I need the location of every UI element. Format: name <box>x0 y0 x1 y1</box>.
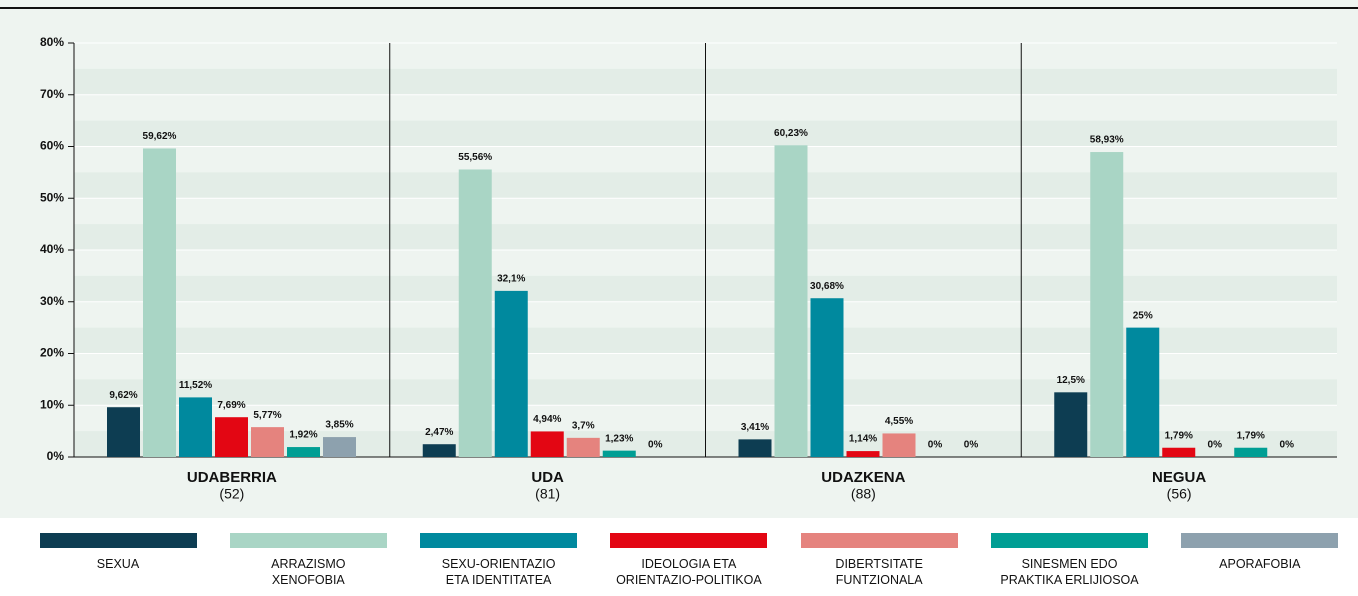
bar <box>323 437 356 457</box>
value-label: 4,55% <box>885 416 913 427</box>
value-label: 0% <box>964 440 979 451</box>
bar <box>882 433 916 457</box>
chart: 0% 10% 20% 30% 40% 50% 60% 70% 80% UDABERRIA(52) U… <box>0 0 1358 518</box>
legend-item: APORAFOBIA <box>1175 533 1345 572</box>
bar <box>530 431 564 457</box>
bar <box>422 444 456 457</box>
legend-label: DIBERTSITATE FUNTZIONALA <box>835 557 923 587</box>
value-label: 55,56% <box>458 152 492 163</box>
bar <box>143 148 176 458</box>
y-tick-label: 80% <box>40 35 64 49</box>
value-label: 1,92% <box>289 430 317 441</box>
legend-swatch <box>800 533 958 548</box>
x-tick-label: NEGUA <box>1152 469 1206 486</box>
value-label: 30,68% <box>810 281 844 292</box>
bar <box>602 450 636 457</box>
legend-swatch <box>39 533 197 548</box>
top-rule <box>0 7 1358 9</box>
y-tick-label: 10% <box>40 397 64 411</box>
bar <box>738 439 772 457</box>
bar <box>1090 152 1124 458</box>
bar <box>774 145 808 457</box>
legend-label: IDEOLOGIA ETA ORIENTAZIO-POLITIKOA <box>616 557 762 587</box>
bar <box>1162 447 1196 457</box>
bar <box>1234 447 1268 457</box>
legend: SEXUA ARRAZISMO XENOFOBIA SEXU-ORIENTAZIO … <box>0 533 1358 596</box>
category-count: (81) <box>535 486 560 502</box>
y-tick-label: 70% <box>40 87 64 101</box>
category-count: (52) <box>219 486 244 502</box>
legend-swatch <box>229 533 387 548</box>
bar <box>566 437 600 457</box>
category-count: (88) <box>851 486 876 502</box>
bar <box>846 451 880 457</box>
value-label: 25% <box>1133 310 1153 321</box>
legend-swatch <box>991 533 1148 548</box>
x-tick-label: UDABERRIA <box>187 469 277 486</box>
value-label: 12,5% <box>1057 375 1085 386</box>
value-label: 0% <box>1280 440 1295 451</box>
value-label: 1,23% <box>605 433 633 444</box>
y-tick-label: 30% <box>40 294 64 308</box>
category-count: (56) <box>1167 486 1192 502</box>
value-label: 2,47% <box>425 427 453 438</box>
bar <box>179 397 212 457</box>
y-tick-label: 60% <box>40 139 64 153</box>
value-label: 0% <box>648 440 663 451</box>
y-tick-label: 20% <box>40 346 64 360</box>
bar <box>107 407 140 457</box>
bar <box>1054 392 1088 457</box>
value-label: 1,79% <box>1165 430 1193 441</box>
legend-label: ARRAZISMO XENOFOBIA <box>271 557 346 587</box>
value-label: 1,79% <box>1237 430 1265 441</box>
bar <box>810 298 844 457</box>
value-label: 11,52% <box>179 380 212 391</box>
legend-swatch <box>610 533 768 548</box>
bar <box>287 447 320 457</box>
value-label: 3,41% <box>741 422 769 433</box>
value-label: 0% <box>1208 440 1223 451</box>
bar <box>494 290 528 457</box>
value-label: 1,14% <box>849 434 877 445</box>
value-label: 3,85% <box>325 420 353 431</box>
legend-swatch <box>420 533 578 548</box>
y-tick-label: 0% <box>47 449 65 463</box>
bar <box>1126 327 1160 457</box>
x-tick-label: UDA <box>531 469 564 486</box>
value-label: 7,69% <box>217 400 245 411</box>
legend-label: APORAFOBIA <box>1219 557 1301 571</box>
legend-swatch <box>1181 533 1339 548</box>
value-label: 4,94% <box>533 414 561 425</box>
legend-label: SEXUA <box>96 557 140 571</box>
legend-item: SEXU-ORIENTAZIO ETA IDENTITATEA <box>414 533 584 588</box>
value-label: 3,7% <box>572 420 595 431</box>
y-tick-label: 50% <box>40 190 64 204</box>
value-label: 5,77% <box>253 410 281 421</box>
bar <box>215 417 248 457</box>
legend-item: IDEOLOGIA ETA ORIENTAZIO-POLITIKOA <box>604 533 774 588</box>
y-tick-label: 40% <box>40 242 64 256</box>
legend-item: SINESMEN EDO PRAKTIKA ERLIJIOSOA <box>985 533 1155 588</box>
bar <box>251 427 284 457</box>
legend-label: SINESMEN EDO PRAKTIKA ERLIJIOSOA <box>1000 557 1139 587</box>
legend-item: SEXUA <box>33 533 203 572</box>
legend-item: ARRAZISMO XENOFOBIA <box>223 533 393 588</box>
legend-label: SEXU-ORIENTAZIO ETA IDENTITATEA <box>441 557 556 587</box>
value-label: 60,23% <box>774 128 808 139</box>
value-label: 32,1% <box>497 274 525 285</box>
value-label: 9,62% <box>109 390 137 401</box>
bar <box>458 169 492 458</box>
value-label: 0% <box>928 440 943 451</box>
legend-item: DIBERTSITATE FUNTZIONALA <box>794 533 964 588</box>
x-tick-label: UDAZKENA <box>821 469 905 486</box>
value-label: 58,93% <box>1090 135 1124 146</box>
value-label: 59,62% <box>143 131 177 142</box>
